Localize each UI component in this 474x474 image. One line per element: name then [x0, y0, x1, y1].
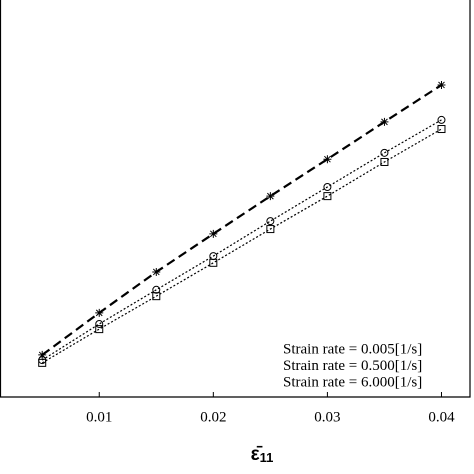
legend-label: Strain rate = 0.005[1/s] [283, 341, 422, 357]
x-tick-label: 0.01 [86, 409, 112, 425]
data-point [323, 155, 332, 164]
data-point [380, 157, 389, 166]
data-point [209, 229, 218, 238]
x-label-subscript: 11 [260, 450, 274, 465]
x-tick-label: 0.02 [200, 409, 226, 425]
data-point [380, 117, 389, 126]
data-point [266, 217, 275, 226]
data-point [266, 192, 275, 201]
data-point [323, 182, 332, 191]
data-point [209, 258, 218, 267]
x-tick-label: 0.03 [314, 409, 340, 425]
x-label-symbol: ε̄ [251, 444, 263, 465]
data-point [152, 267, 161, 276]
data-point [38, 350, 47, 359]
data-point [209, 252, 218, 261]
data-point [266, 225, 275, 234]
data-point [152, 285, 161, 294]
data-point [380, 148, 389, 157]
plot-frame [0, 0, 471, 398]
data-point [323, 192, 332, 201]
legend-label: Strain rate = 6.000[1/s] [283, 374, 422, 390]
data-point [95, 325, 104, 334]
data-point [38, 358, 47, 367]
data-point [95, 308, 104, 317]
series-line [41, 84, 443, 356]
legend-label: Strain rate = 0.500[1/s] [283, 358, 422, 374]
data-point [437, 125, 446, 134]
series-line [41, 119, 442, 361]
x-axis-label: ε̄11 [251, 444, 274, 465]
data-point [95, 319, 104, 328]
x-tick-label: 0.04 [428, 409, 455, 425]
data-point [152, 292, 161, 301]
data-point [437, 115, 446, 124]
series-line [41, 128, 442, 364]
data-point [437, 80, 446, 89]
